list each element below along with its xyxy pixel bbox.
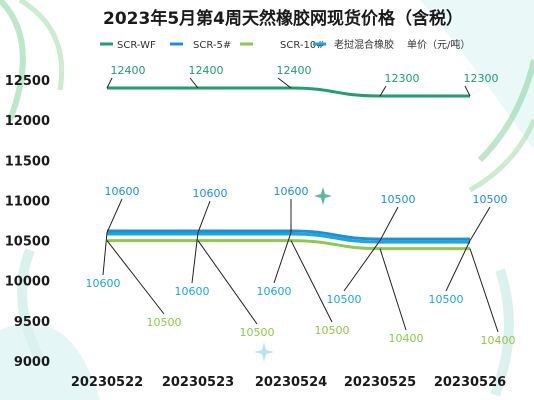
leader-line [106, 77, 113, 89]
leader-line [469, 248, 499, 333]
leader-line [445, 240, 471, 292]
data-label: 10500 [327, 293, 362, 306]
y-tick-label: 10500 [5, 235, 50, 250]
legend-label: SCR-WF [117, 40, 156, 51]
data-label: 10600 [86, 277, 121, 290]
palm-leaf-icon [468, 59, 534, 193]
leader-line [343, 240, 381, 292]
legend-label: SCR-10# [280, 40, 325, 51]
leader-line [189, 77, 199, 89]
flower-icon [314, 187, 332, 205]
x-tick-label: 20230522 [71, 375, 143, 390]
y-tick-label: 9500 [14, 315, 50, 330]
data-label: 10500 [429, 293, 464, 306]
leader-line [277, 77, 292, 89]
leader-line [379, 206, 399, 241]
data-label: 10500 [147, 316, 182, 329]
leader-line [379, 248, 407, 331]
data-label: 10400 [481, 334, 516, 347]
leader-line [191, 232, 199, 284]
leader-line [379, 85, 387, 97]
data-label: 10600 [105, 185, 140, 198]
data-label: 10600 [274, 185, 309, 198]
legend-label: 老挝混合橡胶 [334, 38, 394, 51]
flower-icon [254, 342, 274, 362]
x-axis: 20230522 20230523 20230524 20230525 20230526 [71, 375, 506, 390]
data-label: 12400 [189, 64, 224, 77]
y-tick-label: 12000 [5, 114, 50, 129]
chart-title: 2023年5月第4周天然橡胶网现货价格（含税） [103, 8, 463, 29]
y-tick-label: 10000 [5, 275, 50, 290]
y-tick-label: 11500 [5, 154, 50, 169]
leader-line [102, 232, 108, 276]
leader-line [197, 200, 211, 233]
data-label: 10500 [381, 193, 416, 206]
data-label: 10600 [257, 285, 292, 298]
unit-label: 单价（元/吨） [407, 38, 470, 51]
y-axis: 9000 9500 10000 10500 11000 11500 12000 12500 [5, 74, 50, 370]
x-tick-label: 20230526 [434, 375, 506, 390]
data-label: 10500 [473, 193, 508, 206]
series-line [107, 86, 470, 98]
x-tick-label: 20230524 [255, 375, 327, 390]
leaf-icon [0, 0, 65, 122]
data-label: 12300 [464, 72, 499, 85]
data-label: 10500 [240, 326, 275, 339]
y-tick-label: 12500 [5, 74, 50, 89]
legend: SCR-WF SCR-5# SCR-10# 老挝混合橡胶 单价（元/吨） [100, 38, 470, 51]
leader-line [290, 240, 333, 323]
plot-area: 12400 12400 12400 12300 12300 10600 10600 10600… [86, 64, 516, 347]
series-line [106, 239, 470, 251]
leader-line [464, 85, 471, 97]
leader-line [469, 206, 491, 241]
leader-line [106, 198, 123, 233]
x-tick-label: 20230523 [162, 375, 234, 390]
x-tick-label: 20230525 [344, 375, 416, 390]
leader-line [197, 240, 258, 325]
leader-line [106, 240, 165, 315]
legend-label: SCR-5# [193, 40, 231, 51]
data-label: 10600 [175, 285, 210, 298]
y-tick-label: 9000 [14, 355, 50, 370]
y-tick-label: 11000 [5, 194, 50, 209]
data-label: 10600 [193, 187, 228, 200]
data-label: 12400 [277, 64, 312, 77]
leader-line [273, 232, 292, 284]
data-label: 12300 [385, 72, 420, 85]
data-label: 10400 [389, 332, 424, 345]
data-label: 10500 [315, 324, 350, 337]
data-label: 12400 [111, 64, 146, 77]
